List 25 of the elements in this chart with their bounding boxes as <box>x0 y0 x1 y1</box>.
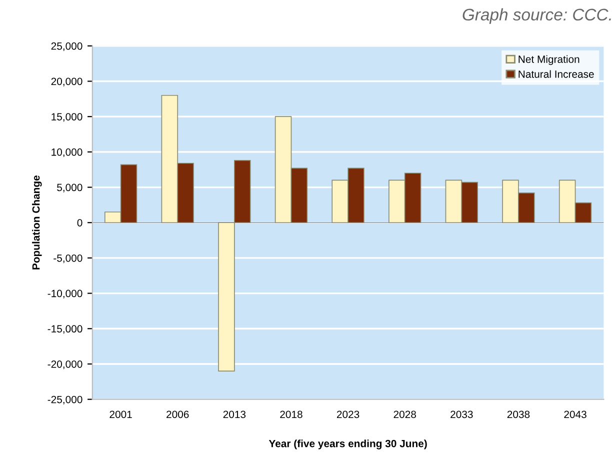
x-axis-title: Year (five years ending 30 June) <box>268 440 427 450</box>
x-tick-label: 2013 <box>223 410 246 418</box>
x-tick-label: 2033 <box>450 410 473 418</box>
y-tick-label: -25,000 <box>48 396 82 404</box>
y-tick-label: -15,000 <box>48 325 82 334</box>
legend-label: Net Migration <box>518 55 580 65</box>
text: Graph source: CCC. <box>462 8 611 24</box>
x-tick-label: 2006 <box>166 410 189 418</box>
x-tick-label: 2038 <box>507 410 530 418</box>
y-axis-title: Population Change <box>32 176 42 270</box>
x-tick-label: 2028 <box>394 410 416 418</box>
x-tick-label: 2043 <box>564 410 586 418</box>
y-tick-label: 10,000 <box>52 148 82 158</box>
legend-label: Natural Increase <box>518 70 594 78</box>
y-tick-label: 0 <box>77 219 82 226</box>
x-tick-label: 2023 <box>336 410 360 418</box>
y-tick-label: 20,000 <box>51 78 82 86</box>
y-tick-label: -5,000 <box>54 254 82 264</box>
y-tick-label: -20,000 <box>48 360 82 370</box>
y-tick-label: 5,000 <box>57 184 82 192</box>
y-tick-label: -10,000 <box>48 290 82 298</box>
y-tick-label: 25,000 <box>51 42 82 52</box>
y-tick-label: 15,000 <box>52 113 82 122</box>
x-tick-label: 2018 <box>280 410 302 418</box>
x-tick-label: 2001 <box>110 410 132 418</box>
